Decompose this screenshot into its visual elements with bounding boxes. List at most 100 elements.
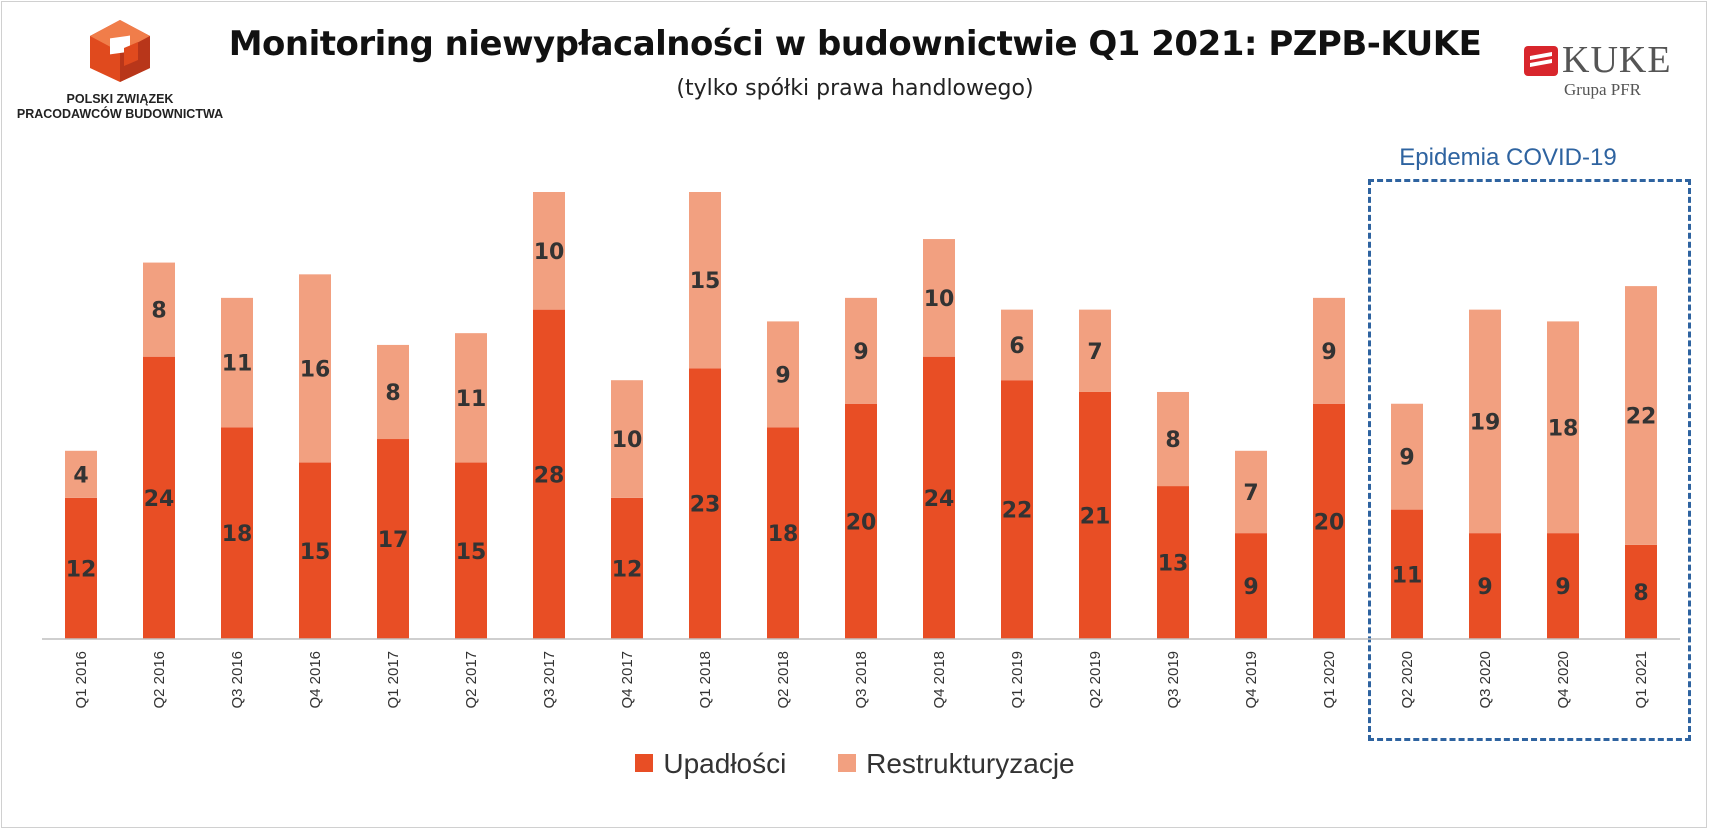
x-tick-label: Q2 2017 <box>463 651 480 709</box>
data-label: 6 <box>1009 334 1024 359</box>
x-tick-label: Q1 2016 <box>73 651 90 709</box>
bar-upadlosci <box>611 497 643 639</box>
x-tick-label: Q3 2020 <box>1477 651 1494 709</box>
data-label: 24 <box>924 487 955 512</box>
bar-upadlosci <box>1079 391 1111 639</box>
data-label: 8 <box>1165 428 1180 453</box>
x-tick-label: Q1 2018 <box>697 651 714 709</box>
bar-upadlosci <box>1625 544 1657 639</box>
bar-restrukturyzacje <box>533 192 565 310</box>
pzpb-org-line2: PRACODAWCÓW BUDOWNICTWA <box>16 107 224 121</box>
x-tick-label: Q4 2020 <box>1555 651 1572 709</box>
bar-upadlosci <box>845 403 877 639</box>
kuke-group: Grupa PFR <box>1564 80 1641 99</box>
data-label: 9 <box>1555 575 1570 600</box>
x-tick-label: Q1 2017 <box>385 651 402 709</box>
x-tick-label: Q2 2016 <box>151 651 168 709</box>
legend-item-upadlosci: Upadłości <box>635 748 786 780</box>
x-tick-label: Q1 2020 <box>1321 651 1338 709</box>
data-label: 9 <box>775 363 790 388</box>
chart-title: Monitoring niewypłacalności w budownictw… <box>228 24 1482 64</box>
bar-restrukturyzacje <box>1235 450 1267 534</box>
bar-restrukturyzacje <box>611 380 643 498</box>
legend-label-restrukturyzacje: Restrukturyzacje <box>866 747 1075 779</box>
data-label: 9 <box>1477 575 1492 600</box>
legend-swatch-upadlosci <box>635 754 654 773</box>
bar-restrukturyzacje <box>1469 309 1501 534</box>
bar-restrukturyzacje <box>1547 321 1579 534</box>
data-label: 28 <box>534 463 565 488</box>
data-label: 10 <box>924 287 955 312</box>
bar-upadlosci <box>1391 509 1423 639</box>
bar-upadlosci <box>221 427 253 639</box>
data-label: 17 <box>378 528 409 553</box>
data-label: 9 <box>1243 575 1258 600</box>
x-tick-label: Q1 2021 <box>1633 651 1650 709</box>
legend: Upadłości Restrukturyzacje <box>0 746 1710 780</box>
bar-upadlosci <box>1313 403 1345 639</box>
bar-upadlosci <box>1235 533 1267 639</box>
x-tick-label: Q4 2017 <box>619 651 636 709</box>
x-tick-label: Q4 2016 <box>307 651 324 709</box>
chart-subtitle: (tylko spółki prawa handlowego) <box>676 76 1034 101</box>
bar-restrukturyzacje <box>1625 286 1657 545</box>
data-label: 20 <box>846 510 877 535</box>
bar-upadlosci <box>923 356 955 639</box>
x-tick-label: Q3 2019 <box>1165 651 1182 709</box>
x-tick-label: Q4 2019 <box>1243 651 1260 709</box>
x-tick-label: Q3 2017 <box>541 651 558 709</box>
data-label: 9 <box>1321 340 1336 365</box>
data-label: 11 <box>456 387 487 412</box>
bar-restrukturyzacje <box>65 450 97 498</box>
covid-annotation-box <box>1368 179 1691 741</box>
bar-upadlosci <box>1547 533 1579 639</box>
bar-upadlosci <box>299 462 331 639</box>
x-tick-label: Q2 2019 <box>1087 651 1104 709</box>
data-label: 9 <box>853 340 868 365</box>
bar-restrukturyzacje <box>1157 391 1189 487</box>
bar-upadlosci <box>65 497 97 639</box>
data-label: 22 <box>1626 405 1657 430</box>
x-tick-label: Q4 2018 <box>931 651 948 709</box>
bar-upadlosci <box>767 427 799 639</box>
x-tick-label: Q3 2016 <box>229 651 246 709</box>
pzpb-logo-icon <box>90 20 150 82</box>
legend-item-restrukturyzacje: Restrukturyzacje <box>838 748 1075 780</box>
x-tick-label: Q1 2019 <box>1009 651 1026 709</box>
data-label: 12 <box>66 557 97 582</box>
legend-label-upadlosci: Upadłości <box>663 747 787 779</box>
data-label: 8 <box>151 299 166 324</box>
data-label: 21 <box>1080 504 1111 529</box>
pzpb-logo: POLSKI ZWIĄZEK PRACODAWCÓW BUDOWNICTWA <box>10 18 230 122</box>
data-label: 12 <box>612 557 643 582</box>
bar-restrukturyzacje <box>923 239 955 357</box>
data-label: 24 <box>144 487 175 512</box>
data-label: 8 <box>385 381 400 406</box>
data-label: 7 <box>1087 340 1102 365</box>
data-label: 18 <box>222 522 253 547</box>
bar-restrukturyzacje <box>1391 403 1423 510</box>
data-label: 15 <box>300 540 331 565</box>
bar-upadlosci <box>377 439 409 639</box>
data-label: 16 <box>300 357 331 382</box>
bar-restrukturyzacje <box>377 344 409 440</box>
bar-restrukturyzacje <box>845 297 877 404</box>
data-label: 13 <box>1158 552 1189 577</box>
x-tick-label: Q2 2020 <box>1399 651 1416 709</box>
data-label: 18 <box>1548 416 1579 441</box>
data-label: 9 <box>1399 446 1414 471</box>
x-tick-label: Q3 2018 <box>853 651 870 709</box>
bar-upadlosci <box>689 368 721 639</box>
bar-restrukturyzacje <box>455 333 487 463</box>
bar-restrukturyzacje <box>1079 309 1111 392</box>
data-label: 8 <box>1633 581 1648 606</box>
data-label: 10 <box>612 428 643 453</box>
legend-swatch-restrukturyzacje <box>838 754 857 773</box>
data-label: 22 <box>1002 499 1033 524</box>
data-label: 23 <box>690 493 721 518</box>
bar-restrukturyzacje <box>299 274 331 463</box>
data-label: 20 <box>1314 510 1345 535</box>
bar-upadlosci <box>143 356 175 639</box>
